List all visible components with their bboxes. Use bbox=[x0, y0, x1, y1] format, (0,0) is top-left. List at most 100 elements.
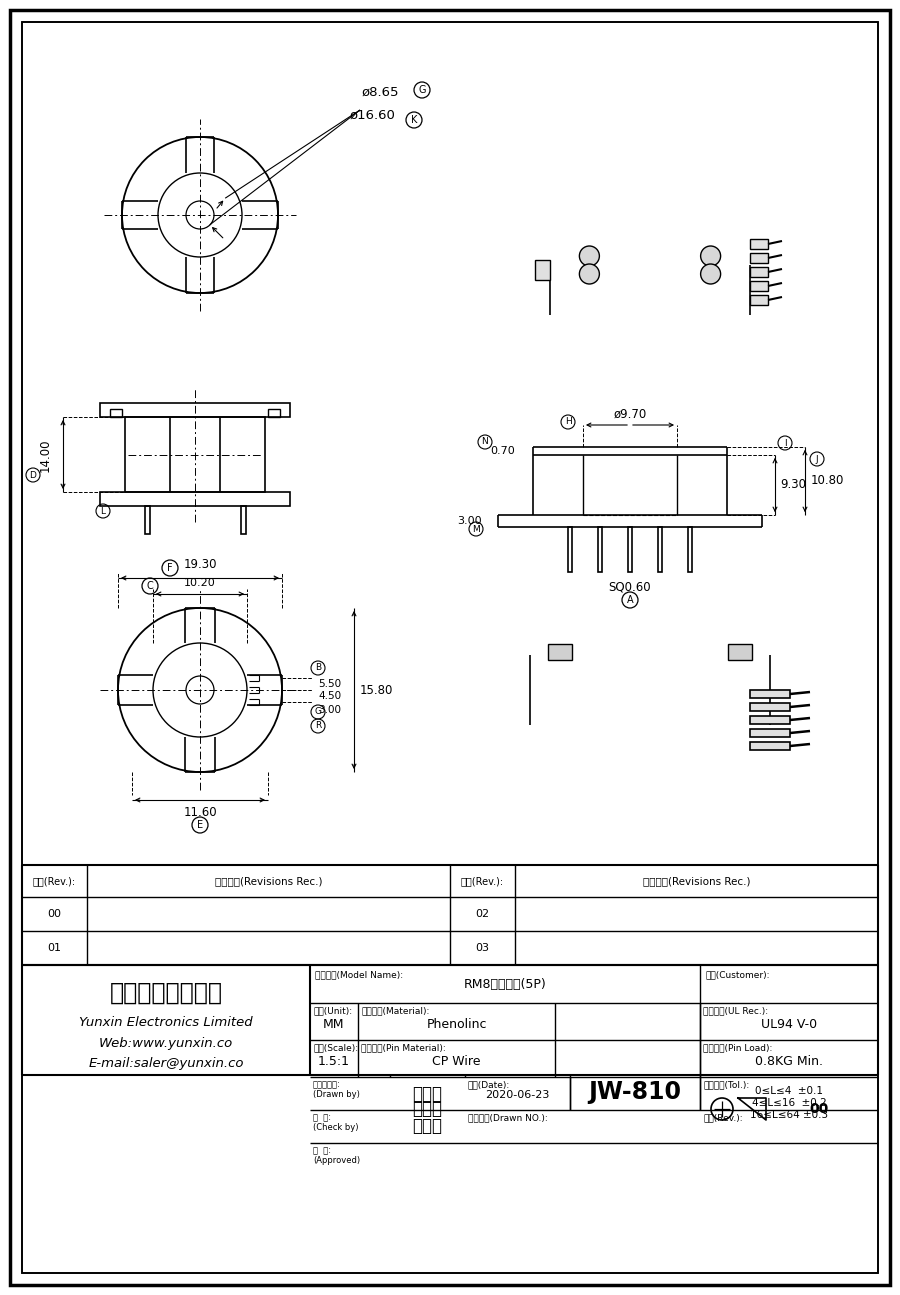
Text: L: L bbox=[101, 506, 105, 515]
Bar bbox=[598, 527, 602, 572]
Text: 14.00: 14.00 bbox=[39, 438, 51, 471]
Text: H: H bbox=[564, 417, 572, 426]
Bar bbox=[658, 527, 662, 572]
Text: 11.60: 11.60 bbox=[184, 805, 217, 818]
Text: 日期(Date):: 日期(Date): bbox=[468, 1080, 510, 1089]
Text: G: G bbox=[314, 707, 321, 716]
Text: 版本(Rev.):: 版本(Rev.): bbox=[461, 875, 504, 886]
Text: 00: 00 bbox=[809, 1102, 829, 1116]
Text: 一般公差(Tol.):: 一般公差(Tol.): bbox=[703, 1080, 749, 1089]
Bar bbox=[750, 267, 768, 277]
Circle shape bbox=[580, 246, 599, 265]
Text: 03: 03 bbox=[475, 943, 490, 953]
Text: UL94 V-0: UL94 V-0 bbox=[760, 1018, 817, 1031]
Text: 针脚材质(Pin Material):: 针脚材质(Pin Material): bbox=[361, 1042, 446, 1052]
Text: 云芯电子有限公司: 云芯电子有限公司 bbox=[110, 982, 222, 1005]
Text: Web:www.yunxin.co: Web:www.yunxin.co bbox=[99, 1036, 233, 1049]
Text: Phenolinc: Phenolinc bbox=[427, 1018, 487, 1031]
Bar bbox=[568, 527, 572, 572]
Text: K: K bbox=[410, 115, 418, 126]
Text: 校  对:
(Check by): 校 对: (Check by) bbox=[313, 1112, 358, 1132]
Text: 2020-06-23: 2020-06-23 bbox=[485, 1090, 550, 1101]
Text: ø8.65: ø8.65 bbox=[361, 85, 399, 98]
Text: 规格描述(Model Name):: 规格描述(Model Name): bbox=[315, 970, 403, 979]
Bar bbox=[145, 506, 150, 534]
Text: CP Wire: CP Wire bbox=[432, 1055, 481, 1068]
Text: F: F bbox=[167, 563, 173, 572]
Bar bbox=[110, 409, 122, 417]
Bar bbox=[728, 644, 752, 660]
Ellipse shape bbox=[605, 253, 695, 277]
Bar bbox=[125, 417, 265, 492]
Text: 韦景川: 韦景川 bbox=[412, 1118, 443, 1136]
Text: ø9.70: ø9.70 bbox=[614, 408, 646, 421]
Text: E-mail:saler@yunxin.co: E-mail:saler@yunxin.co bbox=[88, 1057, 244, 1070]
Text: JW-810: JW-810 bbox=[589, 1080, 681, 1105]
Bar bbox=[100, 492, 290, 506]
Text: 3.00: 3.00 bbox=[319, 704, 341, 715]
Ellipse shape bbox=[550, 240, 750, 290]
Text: ø16.60: ø16.60 bbox=[349, 109, 395, 122]
Text: 0≤L≤4  ±0.1: 0≤L≤4 ±0.1 bbox=[755, 1087, 823, 1096]
Text: 3.00: 3.00 bbox=[458, 515, 482, 526]
Text: 16≤L≤64 ±0.3: 16≤L≤64 ±0.3 bbox=[750, 1110, 828, 1120]
Bar bbox=[100, 403, 290, 417]
Bar bbox=[750, 253, 768, 263]
Text: 修改记录(Revisions Rec.): 修改记录(Revisions Rec.) bbox=[643, 875, 751, 886]
Bar bbox=[750, 281, 768, 291]
Text: R: R bbox=[315, 721, 321, 730]
Text: C: C bbox=[147, 581, 153, 591]
Text: 刘水强: 刘水强 bbox=[412, 1084, 443, 1102]
Bar bbox=[268, 409, 280, 417]
Text: 客户(Customer):: 客户(Customer): bbox=[705, 970, 770, 979]
Text: 核  准:
(Approved): 核 准: (Approved) bbox=[313, 1146, 360, 1166]
Text: 10.20: 10.20 bbox=[184, 578, 216, 588]
Text: 工程与设计:
(Drawn by): 工程与设计: (Drawn by) bbox=[313, 1080, 360, 1099]
Text: 1.5:1: 1.5:1 bbox=[318, 1055, 350, 1068]
Bar bbox=[628, 527, 632, 572]
Text: M: M bbox=[472, 524, 480, 534]
Text: 10.80: 10.80 bbox=[810, 474, 843, 487]
Text: 0.70: 0.70 bbox=[491, 445, 516, 456]
Text: 版本(Rev.):: 版本(Rev.): bbox=[703, 1112, 742, 1121]
Bar bbox=[548, 644, 572, 660]
Text: 15.80: 15.80 bbox=[359, 684, 392, 697]
Text: 19.30: 19.30 bbox=[184, 558, 217, 571]
Text: 比例(Scale):: 比例(Scale): bbox=[313, 1042, 358, 1052]
Circle shape bbox=[700, 264, 721, 284]
Text: 修改记录(Revisions Rec.): 修改记录(Revisions Rec.) bbox=[215, 875, 322, 886]
Bar bbox=[750, 690, 790, 698]
Text: 针脚拉力(Pin Load):: 针脚拉力(Pin Load): bbox=[703, 1042, 772, 1052]
Text: 4.50: 4.50 bbox=[319, 692, 342, 701]
Ellipse shape bbox=[530, 625, 770, 685]
Bar bbox=[750, 703, 790, 711]
Text: G: G bbox=[418, 85, 426, 95]
Text: 本体材质(Material):: 本体材质(Material): bbox=[361, 1006, 429, 1015]
Ellipse shape bbox=[600, 642, 700, 668]
Text: 0.8KG Min.: 0.8KG Min. bbox=[755, 1055, 823, 1068]
Bar bbox=[750, 729, 790, 737]
Circle shape bbox=[700, 246, 721, 265]
Text: 4≤L≤16  ±0.2: 4≤L≤16 ±0.2 bbox=[752, 1098, 826, 1109]
Ellipse shape bbox=[530, 725, 770, 785]
Bar bbox=[535, 260, 550, 280]
Text: 版本(Rev.):: 版本(Rev.): bbox=[33, 875, 76, 886]
Bar bbox=[750, 716, 790, 724]
Text: 00: 00 bbox=[48, 909, 61, 919]
Text: B: B bbox=[315, 663, 321, 672]
Text: 02: 02 bbox=[475, 909, 490, 919]
Text: MM: MM bbox=[323, 1018, 345, 1031]
Text: 单位(Unit):: 单位(Unit): bbox=[313, 1006, 352, 1015]
Text: N: N bbox=[482, 438, 489, 447]
Text: 张生坤: 张生坤 bbox=[412, 1099, 443, 1118]
Text: 01: 01 bbox=[48, 943, 61, 953]
Text: J: J bbox=[815, 455, 818, 464]
Text: Yunxin Electronics Limited: Yunxin Electronics Limited bbox=[79, 1017, 253, 1030]
Bar bbox=[241, 506, 246, 534]
Text: I: I bbox=[784, 439, 787, 448]
Ellipse shape bbox=[550, 315, 750, 365]
Bar bbox=[688, 527, 692, 572]
Text: A: A bbox=[626, 594, 634, 605]
Bar bbox=[750, 742, 790, 750]
Text: D: D bbox=[30, 470, 36, 479]
